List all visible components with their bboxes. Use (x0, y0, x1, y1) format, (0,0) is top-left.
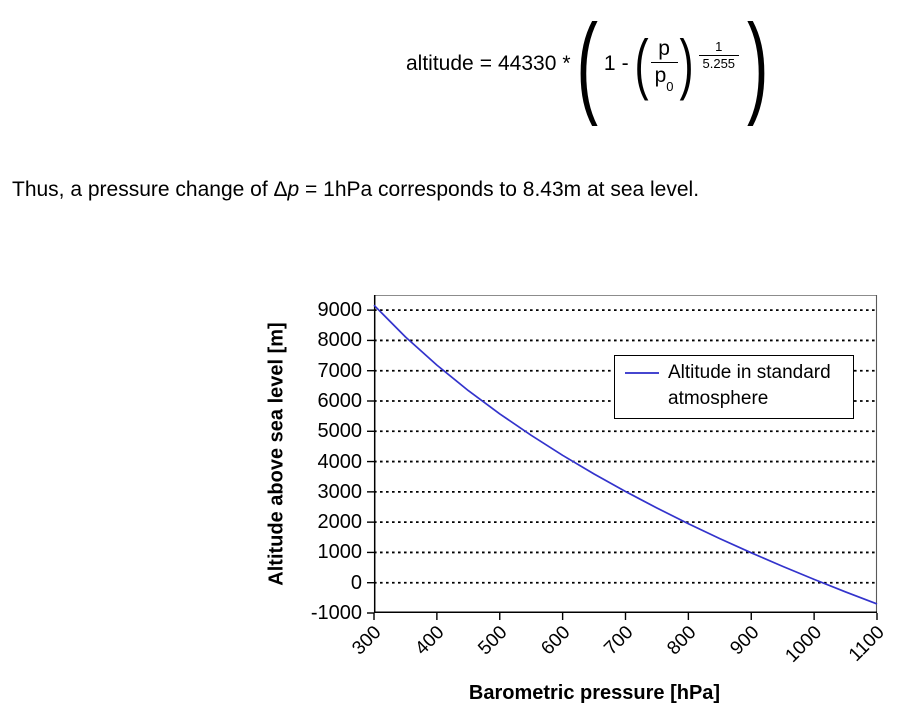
inner-right-paren-glyph: ) (679, 25, 694, 101)
delta-symbol: Δ (273, 178, 288, 201)
x-tick-label: 700 (600, 622, 638, 660)
legend-label: Altitude in standard atmosphere (668, 362, 831, 409)
x-tick-label: 800 (662, 622, 701, 660)
pressure-ratio-fraction: p p0 (649, 37, 680, 95)
y-tick-label: 0 (350, 571, 362, 594)
chart-legend: Altitude in standard atmosphere (614, 355, 854, 419)
equals-sign: = (479, 52, 492, 75)
formula-minuend: 1 (603, 52, 616, 75)
minus-sign: - (621, 52, 629, 75)
exponent-fraction: 1 5.255 (697, 40, 742, 70)
y-tick-label: 4000 (317, 450, 363, 473)
outer-right-paren-glyph: ) (747, 1, 769, 127)
pressure-ratio-group: ( p p0 ) 1 5.255 (635, 30, 742, 97)
y-tick-label: 8000 (317, 329, 363, 352)
y-tick-label: 7000 (317, 359, 363, 382)
altitude-formula: altitude = 44330 * ( 1 - ( p p0 ) 1 5.25… (403, 8, 771, 120)
x-tick-label: 600 (537, 622, 575, 660)
plot-area (367, 295, 878, 620)
pressure-variable: p (287, 178, 300, 201)
p0-subscript: 0 (666, 79, 674, 95)
x-axis-title: Barometric pressure [hPa] (468, 682, 721, 704)
x-tick-label: 1100 (845, 622, 889, 666)
formula-coefficient: 44330 (497, 52, 557, 75)
formula-lhs: altitude (406, 52, 474, 75)
outer-left-paren-glyph: ( (576, 1, 598, 127)
y-tick-label: 3000 (317, 480, 363, 503)
x-tick-label: 400 (411, 622, 449, 660)
y-tick-label: 6000 (317, 390, 363, 412)
altitude-curve (373, 304, 878, 605)
exponent-fraction-bar (698, 54, 740, 56)
y-tick-label: 9000 (317, 299, 363, 322)
fraction-numerator: p (658, 37, 670, 61)
fraction-bar (650, 62, 678, 64)
x-tick-label: 1000 (781, 622, 826, 667)
fraction-denominator: p0 (654, 64, 674, 95)
legend-line-sample (625, 372, 659, 374)
y-tick-label: -1000 (310, 602, 362, 624)
x-tick-label: 300 (348, 622, 386, 660)
multiply-star: * (562, 52, 571, 75)
y-tick-label: 5000 (317, 420, 363, 443)
x-tick-label: 900 (725, 622, 764, 660)
exponent-numerator: 1 (715, 39, 723, 55)
exponent-denominator: 5.255 (702, 55, 736, 71)
y-tick-label: 2000 (317, 511, 363, 534)
inner-left-paren-glyph: ( (634, 25, 649, 101)
y-tick-label: 1000 (317, 541, 363, 564)
pressure-change-sentence: Thus, a pressure change of Δp = 1hPa cor… (12, 178, 700, 201)
x-tick-label: 500 (474, 622, 512, 660)
